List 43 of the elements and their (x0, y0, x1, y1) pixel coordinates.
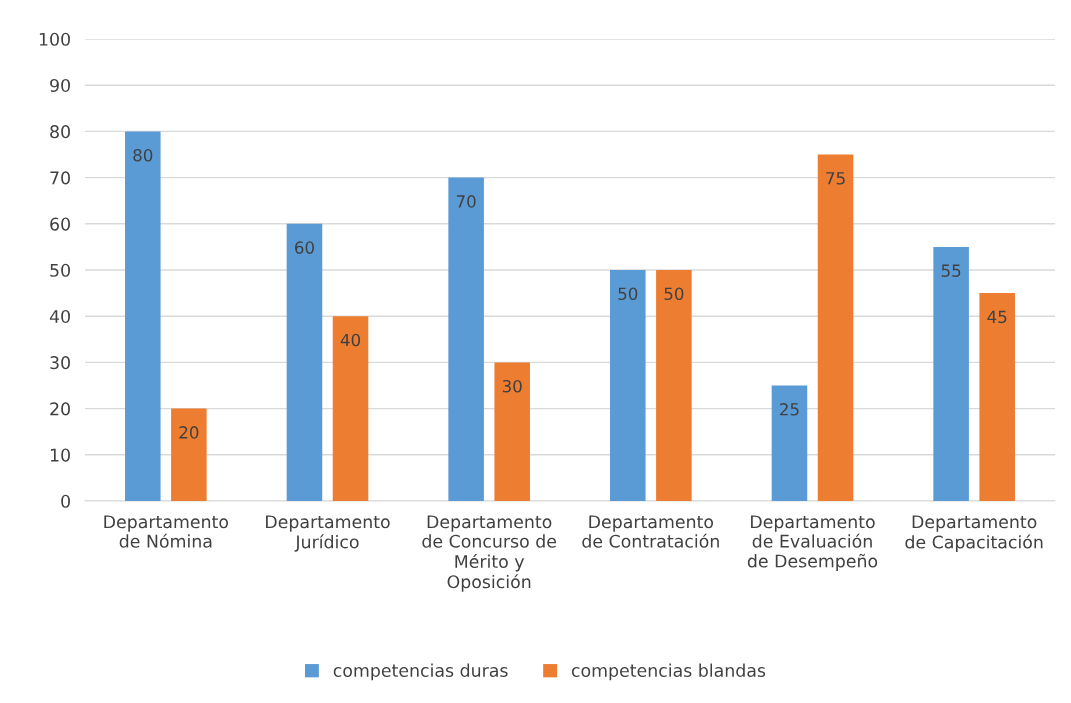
y-tick-label: 50 (50, 263, 70, 277)
bar (817, 154, 854, 501)
bar (448, 177, 484, 501)
data-label: 70 (456, 195, 476, 208)
bar (656, 270, 692, 501)
bar (171, 408, 207, 501)
data-label: 40 (340, 333, 361, 347)
bar (125, 131, 161, 501)
bar (979, 293, 1015, 501)
y-tick-label: 10 (50, 448, 70, 462)
y-tick-label: 30 (50, 356, 70, 370)
bar (610, 270, 646, 501)
legend-label: competencias duras (333, 663, 508, 681)
data-label: 25 (780, 403, 799, 416)
x-tick-label: Departamento de Evaluación de Desempeño (747, 515, 878, 571)
y-tick-label: 70 (50, 171, 70, 185)
data-label: 50 (664, 287, 684, 301)
x-tick-label: Departamento de Nómina (104, 515, 229, 548)
bar (332, 316, 369, 501)
data-label: 45 (987, 310, 1007, 324)
data-label: 50 (618, 287, 638, 301)
y-tick-label: 60 (50, 217, 70, 231)
y-tick-label: 20 (50, 402, 70, 416)
data-label: 30 (502, 379, 522, 393)
bar (933, 246, 969, 501)
y-tick-label: 0 (61, 494, 70, 508)
data-label: 55 (941, 264, 961, 277)
y-tick-label: 40 (49, 309, 70, 324)
x-tick-label: Departamento Jurídico (266, 515, 390, 552)
bar (286, 223, 323, 501)
data-label: 20 (179, 426, 199, 439)
data-label: 80 (133, 148, 153, 162)
y-tick-label: 80 (50, 125, 70, 139)
data-label: 75 (826, 172, 845, 185)
bar (494, 362, 530, 501)
y-tick-label: 100 (39, 32, 70, 46)
x-tick-label: Departamento de Capacitación (905, 515, 1043, 552)
x-tick-label: Departamento de Concurso de Mérito y Oposición (422, 515, 557, 592)
x-tick-label: Departamento de Contratación (582, 515, 719, 548)
bar (771, 385, 808, 501)
legend-label: competencias blandas (571, 663, 766, 681)
y-tick-label: 90 (50, 78, 70, 93)
data-label: 60 (295, 241, 314, 254)
